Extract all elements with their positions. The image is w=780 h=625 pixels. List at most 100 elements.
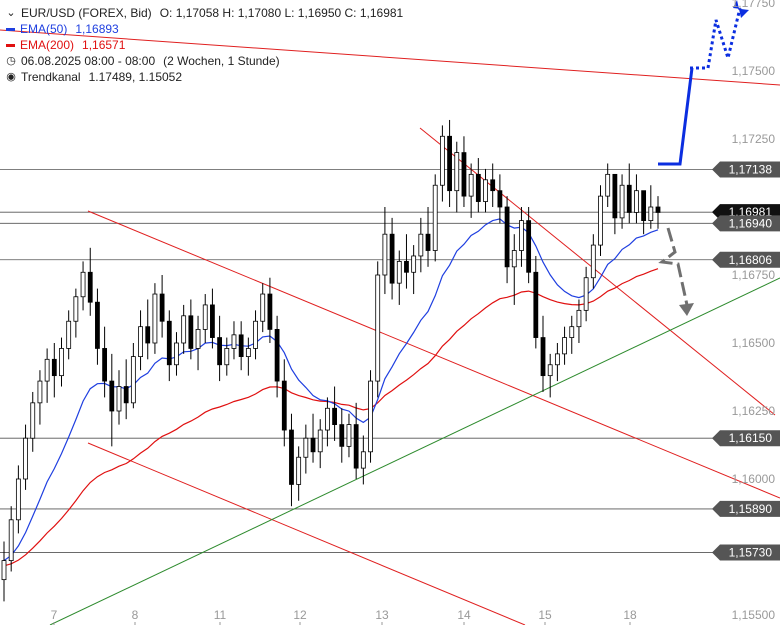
candle-body [447,135,452,192]
y-tick-label: 1,15500 [732,608,776,622]
price-tag-background [712,430,780,447]
price-tag-label: 1,15890 [729,502,773,516]
ema200-line [3,268,659,567]
candle-body [188,315,194,349]
candle-body [461,152,467,197]
candle-body [281,380,287,431]
candle-body [159,293,165,322]
candle-body [439,135,445,186]
legend-row-date: ◷ 06.08.2025 08:00 - 08:00 (2 Wochen, 1 … [6,53,403,69]
candle-body [432,184,438,251]
candle-body [404,260,409,273]
candle-body [310,437,316,453]
price-tag-background [712,500,780,517]
timeframe: (2 Wochen, 1 Stunde) [163,54,280,68]
candle-body [504,206,510,268]
chevron-down-icon[interactable]: ⌄ [6,7,16,19]
candle-body [73,296,79,322]
candle-body [231,334,237,349]
candle-body [583,277,589,311]
candle-body [87,271,93,303]
candle-body [634,190,639,213]
x-tick-label: 14 [457,608,471,622]
time-axis: 7 8 11 12 13 14 15 18 [51,608,637,625]
candle-body [210,304,215,338]
candle-body [274,328,280,382]
candle-body [325,407,330,431]
candle-body [569,326,575,338]
price-tag-label: 1,16806 [729,253,773,267]
candle-body [598,195,603,246]
legend-row-trendkanal[interactable]: ◉ Trendkanal 1.17489, 1.15052 [6,69,403,85]
candle-body [389,233,395,284]
price-tag-label: 1,16150 [729,431,773,445]
x-tick-label: 7 [51,608,58,622]
price-tag-label: 1,16940 [729,216,773,230]
ema200-label: EMA(200) [20,38,75,52]
scenario-up-dotted [690,7,742,70]
x-tick-label: 12 [293,608,307,622]
ema200-swatch-icon [6,43,15,47]
ema50-line [3,218,659,562]
candle-body [195,328,201,349]
ema50-swatch-icon [6,27,15,31]
candle-body [411,255,417,273]
candle-body [267,293,273,330]
price-tag: 1,16806 [712,251,780,268]
price-tag: 1,15890 [712,500,780,517]
y-tick-label: 1,16750 [732,268,776,282]
candle-body [260,293,266,322]
candle-body [303,437,309,458]
price-axis: 1,17750 1,17500 1,17250 1,16750 1,16500 1,162… [712,0,780,622]
candle-body [547,364,553,377]
scenario-up-solid [658,67,694,166]
scenario-up-arrowhead [733,0,749,18]
candle-body [655,206,661,213]
candle-body [418,233,424,257]
trendkanal-values: 1.17489, 1.15052 [88,70,183,84]
y-tick-label: 1,16000 [732,472,776,486]
candle-body [51,358,57,377]
candle-body [590,244,596,279]
y-tick-label: 1,16250 [732,404,776,418]
candle-body [23,437,28,480]
trendline-down-short [87,210,780,499]
y-tick-label: 1,17500 [732,64,776,78]
candle-body [174,342,179,366]
candle-body [605,173,611,197]
trendline-rising-support [49,277,780,625]
candle-body [1,560,7,581]
price-tag: 1,15730 [712,544,780,561]
scenario-arrows [658,0,749,316]
candle-body [497,190,503,208]
candle-body [289,429,294,485]
candle-body [217,337,223,366]
candle-body [562,337,567,355]
candle-body [181,315,187,344]
candle-body [576,309,582,328]
price-tag-background [712,251,780,268]
candle-body [483,179,488,202]
candle-body [317,429,323,453]
x-tick-label: 15 [538,608,552,622]
candle-body [360,451,366,469]
ema200-value: 1,16571 [82,38,126,52]
candle-body [648,206,654,221]
candle-body [296,456,302,485]
legend-row-ema50[interactable]: EMA(50) 1,16893 [6,21,403,37]
candle-body [339,424,345,447]
candle-body [619,184,625,219]
candles [1,119,661,602]
candle-body [353,424,359,469]
clock-icon: ◷ [6,55,16,67]
price-tag: 1,16940 [712,215,780,232]
y-tick-label: 1,17750 [732,0,776,10]
trendline-down-long [87,442,526,625]
x-tick-label: 8 [132,608,139,622]
legend-row-ema200[interactable]: EMA(200) 1,16571 [6,37,403,53]
candle-body [44,358,50,382]
candle-body [30,402,36,439]
candle-body [368,380,373,453]
candle-body [138,326,143,357]
